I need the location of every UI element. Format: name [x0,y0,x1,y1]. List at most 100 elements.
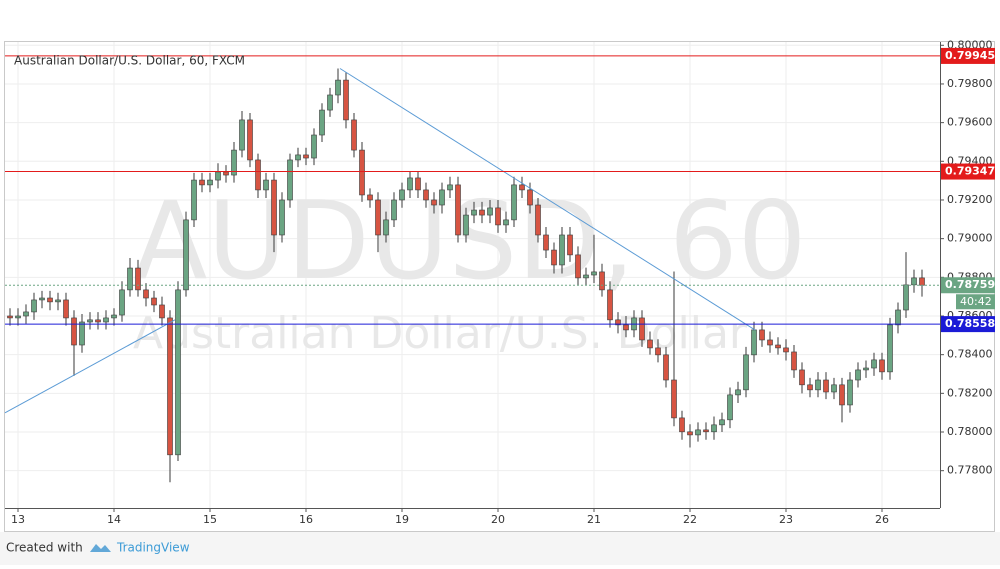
price-label-box [941,163,995,180]
countdown: 40:42 [960,295,992,308]
candle-body [671,379,677,419]
candle-body [319,109,325,136]
candle-body [511,184,517,221]
candle-body [831,384,837,393]
candle-body [223,171,229,176]
price-label: 0.79347 [945,165,995,178]
candle-body [895,309,901,326]
footer-brand[interactable]: TradingView [116,541,190,555]
candle-body [391,199,397,221]
candle-body [87,319,93,323]
candle-body [879,359,885,373]
candle-body [39,297,45,301]
candle-body [31,299,37,313]
y-tick-label: 0.78000 [947,425,993,438]
candle-body [407,177,413,191]
axes: 0.778000.780000.782000.784000.786000.788… [11,38,995,526]
candle-body [495,207,501,226]
y-tick-label: 0.78400 [947,348,993,361]
trend-line [339,68,756,331]
candle-body [103,317,109,323]
price-label-box [941,277,995,294]
candle-body [71,317,77,346]
candle-body [335,79,341,96]
candle-body [775,344,781,349]
y-tick-label: 0.77800 [947,464,993,477]
candle-body [543,234,549,251]
candle-body [447,184,453,191]
candle-body [7,315,13,319]
candle-body [735,389,741,396]
candle-body [303,154,309,159]
candle-body [151,297,157,306]
candle-body [759,329,765,341]
candle-body [527,189,533,206]
candle-body [15,315,21,319]
candle-body [535,204,541,236]
candle-body [159,304,165,319]
x-tick-label: 23 [779,513,793,526]
candle-body [383,219,389,236]
candle-body [359,149,365,196]
candle-body [423,189,429,201]
candle-body [679,417,685,433]
candle-body [743,354,749,391]
candle-body [863,367,869,371]
chart-title: Australian Dollar/U.S. Dollar, 60, FXCM [14,54,245,68]
candle-body [623,324,629,331]
candle-body [695,429,701,436]
x-tick-label: 15 [203,513,217,526]
candle-body [503,219,509,226]
candle-body [599,271,605,291]
candle-body [215,171,221,181]
x-tick-label: 21 [587,513,601,526]
candle-body [375,199,381,236]
candle-body [647,339,653,349]
candle-body [823,379,829,393]
candle-body [55,299,61,303]
watermark: AUDUSD, 60 [134,179,807,304]
candle-body [551,249,557,266]
candle-body [287,159,293,201]
y-tick-label: 0.79800 [947,77,993,90]
x-tick-label: 13 [11,513,25,526]
candle-body [279,199,285,236]
footer-logo [90,544,111,552]
candle-body [111,314,117,319]
candle-body [463,214,469,236]
candle-body [719,419,725,426]
candle-body [703,429,709,433]
candle-body [23,311,29,317]
candle-body [847,379,853,406]
candle-body [751,329,757,356]
candle-body [567,234,573,256]
x-tick-label: 14 [107,513,121,526]
candle-body [767,339,773,346]
y-tick-label: 0.79200 [947,193,993,206]
candle-body [607,289,613,321]
candle-body [207,179,213,186]
candle-body [479,209,485,216]
watermark-subtitle: Australian Dollar/U.S. Dollar [133,308,748,359]
countdown-box [956,294,995,310]
footer-prefix: Created with [6,541,83,555]
candle-body [839,384,845,406]
candle-body [639,317,645,341]
candle-body [655,347,661,356]
candle-body [815,379,821,391]
candle-body [807,384,813,391]
candle-body [167,317,173,456]
candle-body [455,184,461,236]
y-tick-label: 0.79000 [947,232,993,245]
candle-body [687,431,693,436]
price-label-box [941,47,995,64]
candle-body [351,119,357,151]
footer: Created with TradingView [6,541,190,555]
candle-body [439,189,445,206]
y-tick-label: 0.78200 [947,386,993,399]
footer-bar [0,532,1000,565]
grid [5,42,940,508]
plot-area [4,55,940,483]
